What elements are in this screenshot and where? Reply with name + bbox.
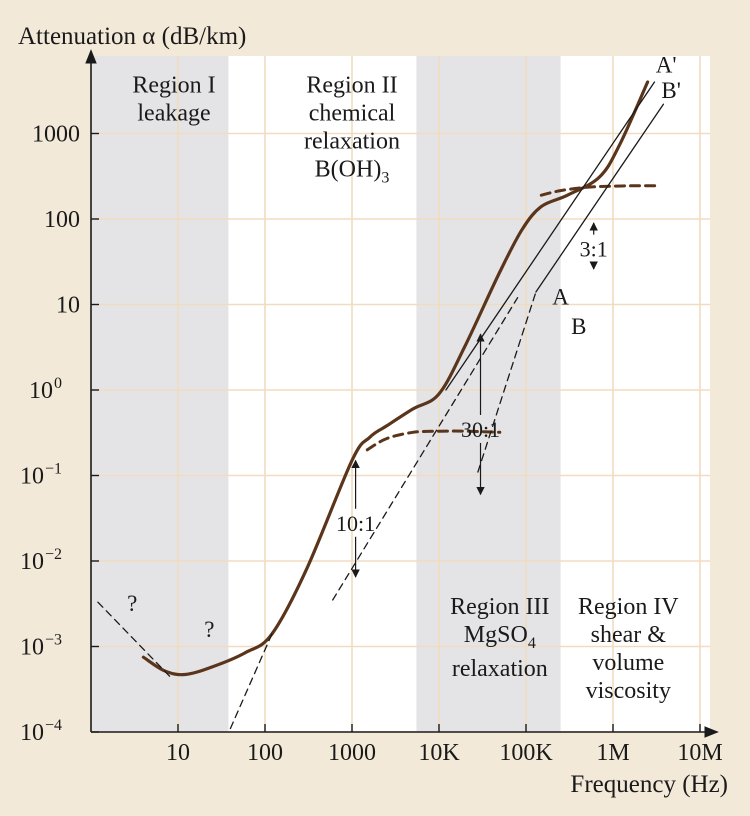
- shaded-band-1: [91, 56, 229, 732]
- series-line-7: [477, 291, 537, 473]
- x-tick-label-4: 100K: [499, 740, 553, 766]
- question-mark-2: ?: [204, 617, 214, 642]
- y-tick-label-3: 10−1: [20, 461, 62, 490]
- series-line-3: [539, 184, 662, 197]
- question-mark-1: ?: [127, 591, 137, 616]
- x-tick-label-2: 1000: [328, 740, 376, 766]
- x-axis-label: Frequency (Hz): [570, 771, 728, 798]
- y-tick-label-0: 10−4: [20, 717, 62, 746]
- series-line-6: [332, 297, 519, 601]
- line-label-4: B: [571, 314, 586, 339]
- y-tick-label-6: 100: [44, 207, 80, 233]
- y-axis-label: Attenuation α (dB/km): [18, 23, 246, 50]
- x-tick-label-6: 10M: [677, 740, 722, 766]
- region-label-2: Region II chemical relaxation B(OH)3: [304, 73, 400, 187]
- y-tick-label-4: 100: [29, 375, 62, 404]
- ratio-label-1: 10:1: [336, 511, 375, 536]
- x-tick-label-0: 10: [166, 740, 190, 766]
- y-tick-label-1: 10−3: [20, 632, 62, 661]
- ratio-label-2: 30:1: [461, 417, 500, 442]
- line-label-1: A': [656, 52, 677, 77]
- x-tick-label-3: 10K: [418, 740, 460, 766]
- series-line-5: [229, 633, 273, 730]
- y-tick-label-2: 10−2: [20, 546, 62, 575]
- series-line-9: [535, 103, 665, 293]
- series-line-4: [97, 601, 171, 677]
- line-label-3: A: [552, 285, 569, 310]
- region-label-4: Region IV shear & volume viscosity: [578, 594, 679, 704]
- line-label-2: B': [661, 78, 681, 103]
- x-tick-label-5: 1M: [596, 740, 629, 766]
- ratio-label-3: 3:1: [580, 237, 608, 262]
- y-tick-label-7: 1000: [32, 122, 80, 148]
- x-tick-label-1: 100: [247, 740, 283, 766]
- y-tick-label-5: 10: [56, 293, 80, 319]
- series-line-1: [141, 80, 650, 677]
- series-line-2: [365, 429, 502, 452]
- region-label-3: Region III MgSO4 relaxation: [450, 594, 549, 682]
